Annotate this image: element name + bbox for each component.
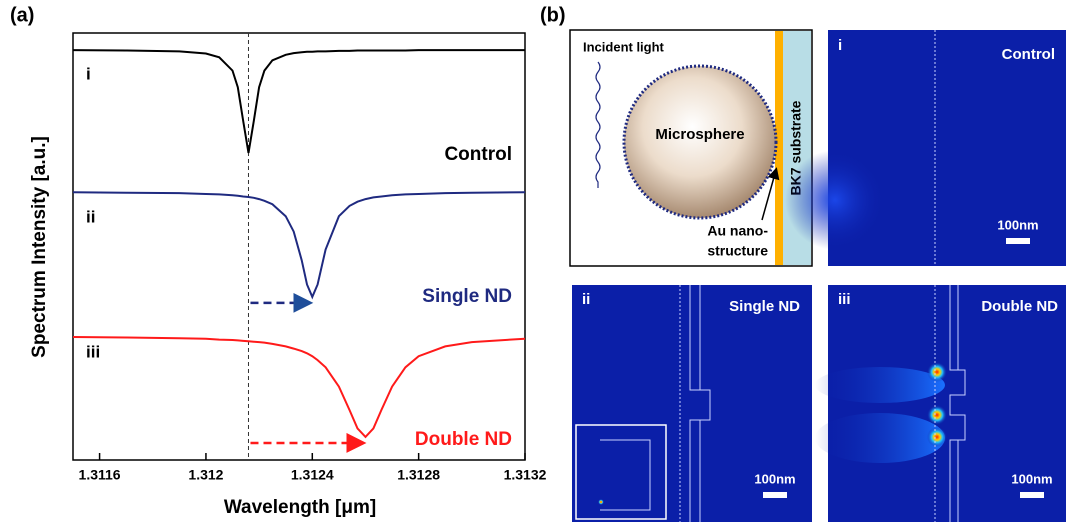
spectrum-line xyxy=(73,50,525,153)
map-label: ii xyxy=(582,291,590,308)
field-plume xyxy=(815,413,945,463)
x-axis-label: Wavelength [μm] xyxy=(224,497,376,518)
hotspot xyxy=(927,405,947,425)
figure: (a) (b) Wavelength [μm] Spectrum Intensi… xyxy=(0,0,1072,525)
field-glow xyxy=(785,150,885,250)
x-tick-label: 1.3124 xyxy=(291,467,334,483)
series-label: Control xyxy=(444,144,512,165)
scale-bar xyxy=(1006,238,1030,244)
map-title: Control xyxy=(1002,46,1055,63)
field-plume xyxy=(815,367,945,403)
map-label: iii xyxy=(838,291,851,308)
hotspot xyxy=(598,499,604,505)
series-number: i xyxy=(86,64,91,83)
y-axis-label: Spectrum Intensity [a.u.] xyxy=(29,136,50,358)
sphere-label: Microsphere xyxy=(655,126,744,143)
panel-label: (b) xyxy=(540,4,566,26)
map-bg xyxy=(828,285,1066,522)
map-label: i xyxy=(838,37,842,54)
au-layer xyxy=(775,31,783,265)
series-number: iii xyxy=(86,342,100,361)
series-label: Single ND xyxy=(422,286,512,307)
hotspot xyxy=(927,362,947,382)
map-title: Double ND xyxy=(981,298,1058,315)
scale-bar xyxy=(1020,492,1044,498)
scale-label: 100nm xyxy=(997,217,1038,232)
schematic: Incident light Microsphere BK7 substrate… xyxy=(570,30,812,266)
field-map: i Control 100nm xyxy=(785,30,1066,266)
map-bg xyxy=(572,285,812,522)
panel-label: (a) xyxy=(10,4,34,26)
scale-label: 100nm xyxy=(1011,471,1052,486)
x-tick-label: 1.3116 xyxy=(79,467,121,483)
map-title: Single ND xyxy=(729,298,800,315)
field-map: ii Single ND 100nm xyxy=(572,285,812,522)
hotspot xyxy=(927,427,947,447)
scale-bar xyxy=(763,492,787,498)
x-tick-label: 1.312 xyxy=(188,467,223,483)
au-label: structure xyxy=(707,243,768,259)
scale-label: 100nm xyxy=(754,471,795,486)
field-map: iii Double ND 100nm xyxy=(815,285,1066,522)
x-tick-label: 1.3132 xyxy=(504,467,547,483)
incident-label: Incident light xyxy=(583,39,665,54)
plot-frame xyxy=(73,33,525,460)
au-label: Au nano- xyxy=(707,223,768,239)
series-number: ii xyxy=(86,207,95,226)
series-label: Double ND xyxy=(415,429,512,450)
x-tick-label: 1.3128 xyxy=(397,467,440,483)
spectrum-line xyxy=(73,337,525,437)
spectrum-line xyxy=(73,192,525,297)
